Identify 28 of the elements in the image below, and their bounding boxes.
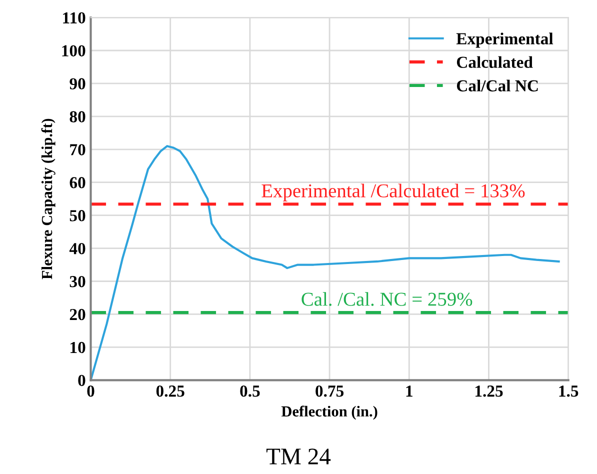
y-tick-label: 40: [69, 242, 86, 254]
text: TM 24: [266, 448, 331, 464]
y-tick-label: 90: [70, 78, 86, 90]
y-axis-title: Flexure Capacity (kip.ft): [41, 118, 56, 280]
y-tick-label: 80: [70, 111, 86, 122]
y-tick-label: 10: [70, 342, 86, 354]
x-tick-label: 1.25: [475, 386, 503, 397]
x-tick-label: 0.75: [316, 385, 344, 397]
y-tick-label: 20: [70, 308, 86, 320]
annotation: Experimental /Calculated = 133%: [262, 184, 525, 202]
y-tick-label: 30: [70, 276, 86, 288]
x-tick-label: 1.5: [559, 386, 578, 397]
y-tick-label: 100: [62, 45, 86, 56]
legend-label: Calculated: [456, 56, 533, 68]
y-tick-label: 70: [70, 144, 86, 156]
y-tick-label: 60: [70, 177, 86, 188]
x-tick-label: 0: [87, 385, 94, 397]
legend-label: Experimental: [456, 32, 554, 48]
y-tick-label: 110: [63, 12, 86, 24]
x-tick-label: 1: [406, 386, 412, 397]
x-tick-label: 0.5: [240, 385, 260, 397]
annotation: Cal. /Cal. NC = 259%: [302, 292, 472, 306]
legend-label: Cal/Cal NC: [456, 80, 538, 92]
y-tick-label: 0: [78, 374, 86, 386]
line-series: [90, 145, 560, 380]
x-tick-label: 0.25: [156, 385, 184, 397]
x-axis-title: Deflection (in.): [281, 406, 378, 420]
y-tick-label: 50: [70, 210, 86, 222]
